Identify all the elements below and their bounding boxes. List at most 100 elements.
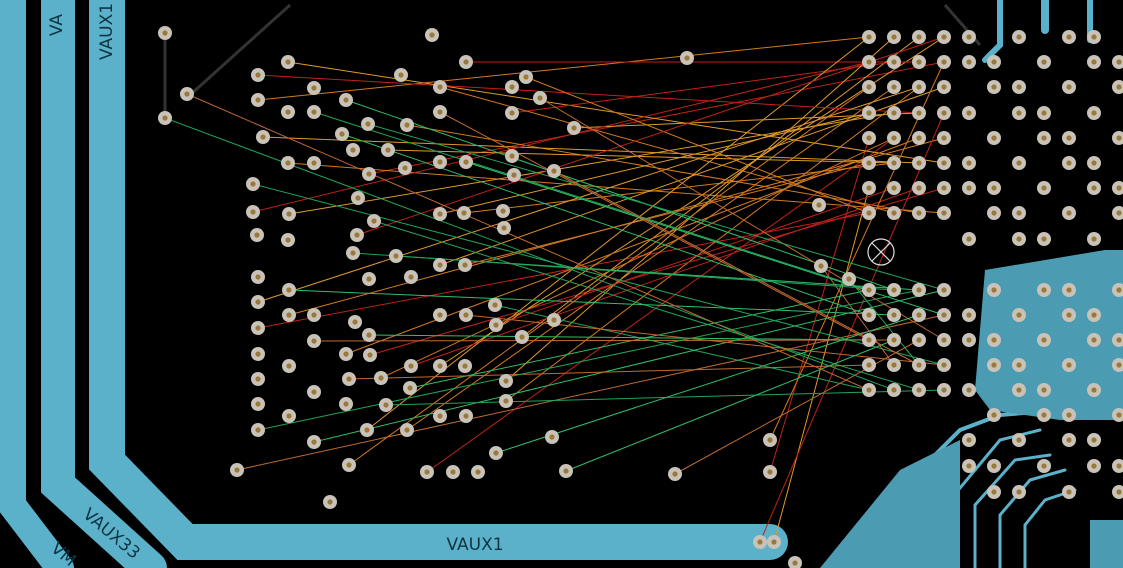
pad-hole [551,317,556,322]
pad-hole [1016,84,1021,89]
pad-hole [1116,84,1121,89]
pad-hole [941,287,946,292]
pad-hole [571,125,576,130]
pad-hole [1041,412,1046,417]
pad-hole [891,337,896,342]
pad-hole [366,171,371,176]
pad-hole [1041,59,1046,64]
pad-hole [1016,362,1021,367]
pad-hole [891,84,896,89]
pad-hole [162,30,167,35]
pad-hole [866,362,871,367]
pad-hole [509,110,514,115]
pad-hole [891,362,896,367]
pad-hole [404,427,409,432]
pad-hole [1066,287,1071,292]
pad-hole [549,434,554,439]
pad-hole [365,121,370,126]
pad-hole [941,84,946,89]
pad-hole [311,109,316,114]
pad-hole [966,110,971,115]
pad-hole [285,160,290,165]
pad-hole [1016,110,1021,115]
pad-hole [311,85,316,90]
pad-hole [916,84,921,89]
pad-hole [966,34,971,39]
pad-hole [966,312,971,317]
pad-hole [346,376,351,381]
pad-hole [771,539,776,544]
pad-hole [941,34,946,39]
pad-hole [519,334,524,339]
pad-hole [966,463,971,468]
pad-hole [891,312,896,317]
pad-hole [343,401,348,406]
pad-hole [355,195,360,200]
pad-hole [991,287,996,292]
pad-hole [1066,84,1071,89]
pad-hole [343,351,348,356]
pad-hole [463,59,468,64]
pad-hole [234,467,239,472]
pad-hole [991,185,996,190]
pad-hole [437,84,442,89]
pad-hole [1116,287,1121,292]
pad-hole [383,402,388,407]
pad-hole [255,351,260,356]
pad-hole [991,210,996,215]
pad-hole [891,59,896,64]
pad-hole [475,469,480,474]
pad-hole [327,499,332,504]
pad-hole [866,337,871,342]
pad-hole [866,210,871,215]
pad-hole [366,332,371,337]
pad-hole [404,122,409,127]
pad-hole [255,376,260,381]
pad-hole [1016,312,1021,317]
pad-hole [1041,110,1046,115]
copper-pour [1090,520,1123,568]
pad-hole [463,312,468,317]
pad-hole [311,389,316,394]
pad-hole [408,274,413,279]
pad-hole [352,319,357,324]
pad-hole [1116,463,1121,468]
pad-hole [184,91,189,96]
pad-hole [1091,437,1096,442]
pad-hole [450,469,455,474]
pad-hole [437,262,442,267]
pad-hole [966,185,971,190]
pad-hole [1091,110,1096,115]
pad-hole [255,401,260,406]
pad-hole [1091,34,1096,39]
pad-hole [311,338,316,343]
pad-hole [437,159,442,164]
pad-hole [866,312,871,317]
pad-hole [437,109,442,114]
pad-hole [866,59,871,64]
pad-hole [941,362,946,367]
pad-hole [966,59,971,64]
pad-hole [311,160,316,165]
pad-hole [371,218,376,223]
pad-hole [1116,489,1121,494]
pad-hole [551,168,556,173]
pad-hole [1016,34,1021,39]
pad-hole [1041,135,1046,140]
pad-hole [1116,337,1121,342]
pad-hole [1116,210,1121,215]
pad-hole [378,375,383,380]
pad-hole [509,84,514,89]
net-label: VA [47,14,67,37]
pad-hole [1091,337,1096,342]
pad-hole [891,387,896,392]
pad-hole [916,362,921,367]
pad-hole [866,34,871,39]
pad-hole [509,153,514,158]
pad-hole [991,362,996,367]
pad-hole [891,34,896,39]
pad-hole [286,363,291,368]
pad-hole [941,312,946,317]
pad-hole [991,337,996,342]
pad-hole [366,276,371,281]
